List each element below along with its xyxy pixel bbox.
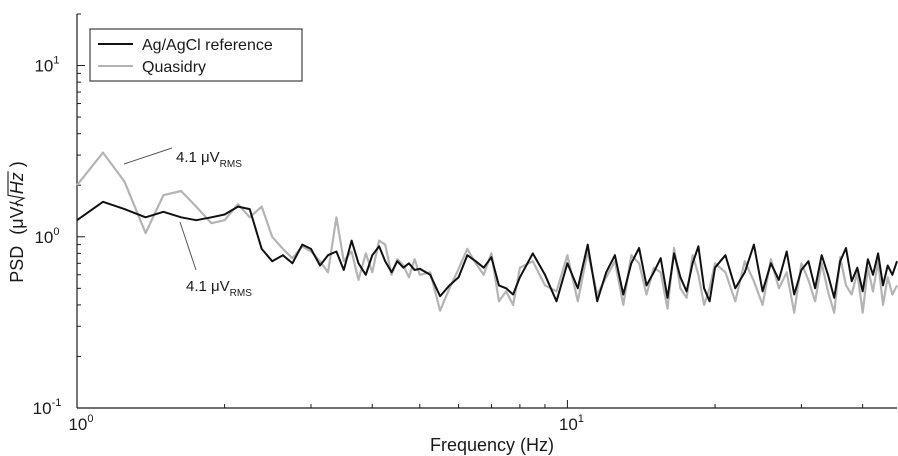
sqrt-symbol	[7, 171, 26, 207]
annotation-quasidry-sub: RMS	[220, 159, 243, 170]
annotation-quasidry: 4.1 μVRMS	[176, 149, 242, 170]
legend-label-quasidry: Quasidry	[142, 59, 206, 76]
annotation-quasidry-value: 4.1 μV	[176, 149, 220, 166]
series-lines	[76, 151, 898, 314]
x-tick-label: 100	[68, 413, 93, 434]
svg-text:PSD (μV/ Hz: PSD (μV/ Hz )	[7, 161, 27, 282]
y-axis-title-main: PSD	[7, 246, 27, 283]
annotation-agagcl-sub: RMS	[230, 288, 253, 299]
y-axis-title: PSD (μV/ Hz )	[7, 161, 27, 282]
legend-box	[89, 28, 303, 82]
x-axis-title: Frequency (Hz)	[430, 435, 554, 455]
annotations: 4.1 μVRMS 4.1 μVRMS	[123, 147, 252, 299]
y-axis-title-sqrt-arg: Hz	[7, 172, 27, 194]
annotation-agagcl: 4.1 μVRMS	[186, 278, 252, 299]
series-line-quasidry	[76, 151, 898, 314]
y-tick-label: 100	[34, 226, 59, 247]
axis-ticks	[76, 13, 864, 409]
y-tick-label: 10-1	[33, 397, 62, 418]
legend-label-agagcl: Ag/AgCl reference	[142, 37, 273, 54]
y-axis-title-unit: (μV/	[7, 201, 27, 234]
series-line-agagcl	[76, 200, 898, 303]
annotation-pointer-quasidry	[123, 147, 173, 165]
annotation-pointer-agagcl	[179, 221, 197, 271]
y-axis-title-close: )	[7, 161, 27, 167]
annotation-agagcl-value: 4.1 μV	[186, 278, 230, 295]
x-tick-label: 101	[559, 413, 584, 434]
y-tick-label: 101	[34, 55, 59, 76]
legend: Ag/AgCl reference Quasidry	[89, 28, 303, 82]
axis-tick-labels: 100 101 10-1 100 101	[33, 55, 584, 434]
plot-area	[76, 14, 897, 409]
